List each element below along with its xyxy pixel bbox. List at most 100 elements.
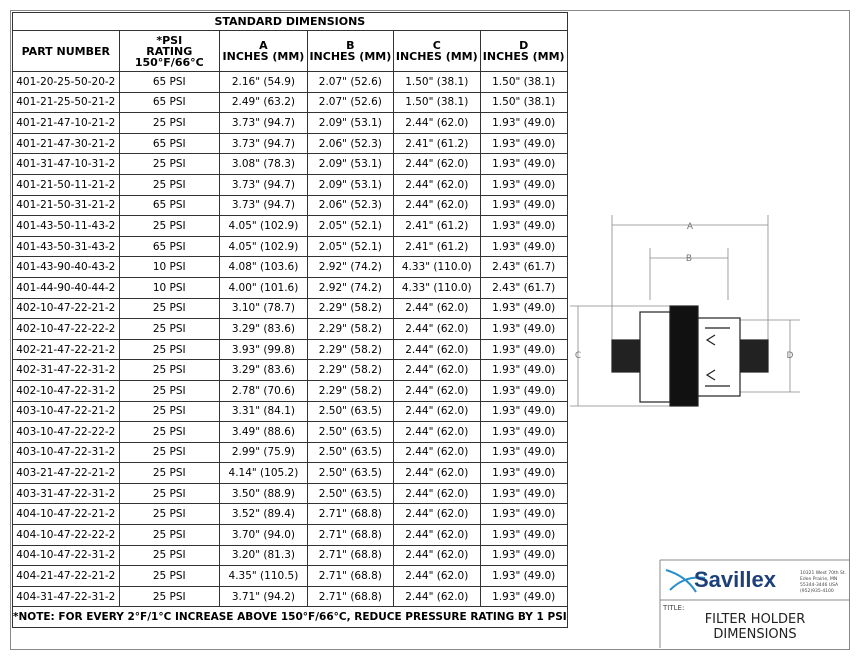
- table-cell: 401-21-25-50-21-2: [12, 91, 120, 114]
- table-cell: 2.44" (62.0): [392, 173, 481, 196]
- address-line: 55344-3446 USA: [800, 582, 839, 588]
- table-cell: 1.50" (38.1): [392, 71, 481, 93]
- dimension-table: STANDARD DIMENSIONS PART NUMBER *PSI RATING…: [12, 12, 568, 629]
- table-cell: 4.35" (110.5): [218, 565, 308, 587]
- table-cell: 4.00" (101.6): [218, 276, 308, 299]
- table-cell: 2.29" (58.2): [306, 318, 394, 340]
- table-cell: 404-31-47-22-31-2: [12, 585, 120, 608]
- table-cell: 2.29" (58.2): [306, 359, 394, 381]
- header-line: INCHES (MM): [395, 50, 478, 63]
- table-cell: 2.41" (61.2): [392, 215, 481, 237]
- note: *NOTE: FOR EVERY 2°F/1°C INCREASE ABOVE …: [12, 606, 568, 629]
- dim-label: A: [687, 222, 694, 232]
- table-cell: 1.93" (49.0): [479, 524, 568, 546]
- dim-label: D: [787, 351, 794, 361]
- column-header: B INCHES (MM): [306, 30, 394, 72]
- dim-label: B: [686, 254, 692, 264]
- table-cell: 2.44" (62.0): [392, 421, 481, 443]
- table-cell: 3.73" (94.7): [218, 194, 308, 217]
- table-row: 402-10-47-22-22-2 25 PSI 3.29" (83.6) 2.29"…: [12, 318, 568, 340]
- table-row: 401-43-50-31-43-2 65 PSI 4.05" (102.9) 2.05…: [12, 235, 568, 258]
- table-row: 401-21-47-10-21-2 25 PSI 3.73" (94.7) 2.09"…: [12, 112, 568, 134]
- table-row: 403-31-47-22-31-2 25 PSI 3.50" (88.9) 2.50"…: [12, 482, 568, 505]
- table-cell: 4.33" (110.0): [392, 256, 481, 278]
- table-cell: 2.44" (62.0): [392, 112, 481, 134]
- table-row: 403-21-47-22-21-2 25 PSI 4.14" (105.2) 2.50…: [12, 462, 568, 484]
- table-cell: 3.70" (94.0): [218, 524, 308, 546]
- table-cell: 1.93" (49.0): [479, 565, 568, 587]
- address-line: (952)935-4100: [800, 588, 834, 594]
- table-cell: 401-20-25-50-20-2: [12, 71, 120, 93]
- table-cell: 2.49" (63.2): [218, 91, 308, 114]
- table-cell: 25 PSI: [118, 379, 220, 402]
- table-cell: 25 PSI: [118, 462, 220, 484]
- table-cell: 2.41" (61.2): [392, 235, 481, 258]
- table-cell: 2.44" (62.0): [392, 585, 481, 608]
- table-cell: 2.44" (62.0): [392, 400, 481, 423]
- sheet-frame: [10, 10, 850, 650]
- header-line: *PSI: [156, 33, 183, 47]
- table-cell: 1.93" (49.0): [479, 318, 568, 340]
- table-cell: 2.71" (68.8): [306, 565, 394, 587]
- table-cell: 2.29" (58.2): [306, 297, 394, 320]
- table-cell: 3.50" (88.9): [218, 482, 308, 505]
- table-cell: 2.06" (52.3): [306, 194, 394, 217]
- table-row: 401-21-50-31-21-2 65 PSI 3.73" (94.7) 2.06"…: [12, 194, 568, 217]
- table-cell: 2.50" (63.5): [306, 400, 394, 423]
- table-cell: 2.92" (74.2): [306, 256, 394, 278]
- table-cell: 3.73" (94.7): [218, 112, 308, 134]
- header-line: INCHES (MM): [482, 50, 565, 63]
- table-cell: 401-31-47-10-31-2: [12, 153, 120, 175]
- header-line: RATING: [146, 44, 193, 58]
- table-row: 401-43-90-40-43-2 10 PSI 4.08" (103.6) 2.92…: [12, 256, 568, 278]
- table-cell: 2.06" (52.3): [306, 132, 394, 155]
- table-row: 402-21-47-22-21-2 25 PSI 3.93" (99.8) 2.29"…: [12, 338, 568, 361]
- header-line: 150°F/66°C: [134, 55, 204, 69]
- table-row: 404-10-47-22-31-2 25 PSI 3.20" (81.3) 2.71"…: [12, 544, 568, 567]
- table-row: 401-20-25-50-20-2 65 PSI 2.16" (54.9) 2.07"…: [12, 71, 568, 93]
- table-cell: 2.71" (68.8): [306, 544, 394, 567]
- table-cell: 402-10-47-22-22-2: [12, 318, 120, 340]
- table-row: 401-21-50-11-21-2 25 PSI 3.73" (94.7) 2.09"…: [12, 173, 568, 196]
- column-header: D INCHES (MM): [479, 30, 568, 72]
- header-line: PART NUMBER: [21, 44, 110, 58]
- table-cell: 1.93" (49.0): [479, 194, 568, 217]
- table-cell: 3.20" (81.3): [218, 544, 308, 567]
- table-cell: 3.73" (94.7): [218, 132, 308, 155]
- table-cell: 403-10-47-22-22-2: [12, 421, 120, 443]
- column-header: C INCHES (MM): [392, 30, 481, 72]
- table-cell: 2.05" (52.1): [306, 215, 394, 237]
- column-header: A INCHES (MM): [218, 30, 308, 72]
- header-line: A: [259, 39, 268, 52]
- table-cell: 2.44" (62.0): [392, 441, 481, 464]
- table-cell: 1.93" (49.0): [479, 482, 568, 505]
- table-cell: 2.44" (62.0): [392, 338, 481, 361]
- table-cell: 1.93" (49.0): [479, 441, 568, 464]
- table-cell: 2.09" (53.1): [306, 112, 394, 134]
- table-cell: 2.44" (62.0): [392, 503, 481, 526]
- table-row: 401-44-90-40-44-2 10 PSI 4.00" (101.6) 2.92…: [12, 276, 568, 299]
- table-row: 402-10-47-22-31-2 25 PSI 2.78" (70.6) 2.29"…: [12, 379, 568, 402]
- table-row: 404-10-47-22-22-2 25 PSI 3.70" (94.0) 2.71"…: [12, 524, 568, 546]
- table-cell: 1.93" (49.0): [479, 544, 568, 567]
- table-cell: 2.44" (62.0): [392, 565, 481, 587]
- table-cell: 403-21-47-22-21-2: [12, 462, 120, 484]
- address-line: 10321 West 70th St.: [800, 570, 846, 576]
- table-cell: 2.44" (62.0): [392, 318, 481, 340]
- table-cell: 401-21-47-10-21-2: [12, 112, 120, 134]
- table-cell: 401-43-50-11-43-2: [12, 215, 120, 237]
- drawing-title: FILTER HOLDER: [705, 612, 806, 627]
- table-cell: 25 PSI: [118, 524, 220, 546]
- table-cell: 401-43-50-31-43-2: [12, 235, 120, 258]
- table-cell: 1.93" (49.0): [479, 585, 568, 608]
- header-line: D: [519, 39, 529, 52]
- header-line: INCHES (MM): [222, 50, 305, 63]
- table-cell: 1.93" (49.0): [479, 503, 568, 526]
- table-cell: 25 PSI: [118, 503, 220, 526]
- table-cell: 2.29" (58.2): [306, 379, 394, 402]
- header-line: B: [346, 39, 355, 52]
- table-cell: 2.07" (52.6): [306, 91, 394, 114]
- note-row: *NOTE: FOR EVERY 2°F/1°C INCREASE ABOVE …: [12, 606, 568, 629]
- table-cell: 1.93" (49.0): [479, 112, 568, 134]
